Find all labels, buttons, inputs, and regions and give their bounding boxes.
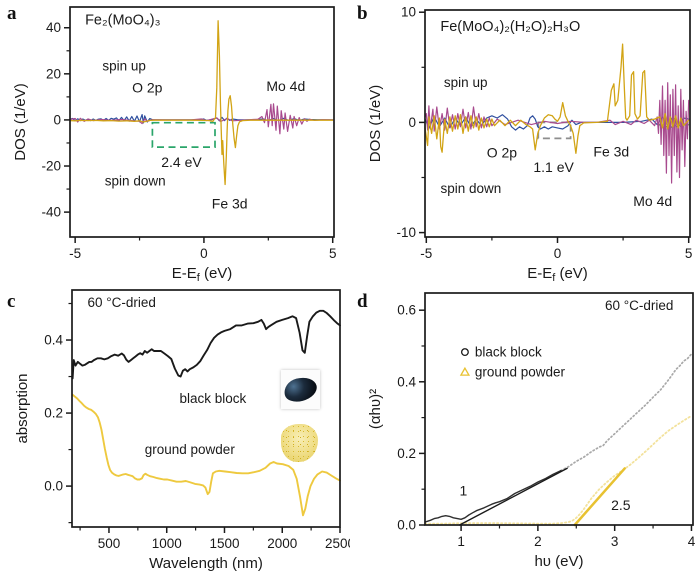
annotation-fe-3d: Fe 3d — [593, 144, 629, 160]
y-tick-label: 10 — [401, 5, 416, 20]
y-tick-label: 0.4 — [397, 374, 416, 389]
x-axis-label: E-Ef (eV) — [527, 265, 588, 284]
annotation-1: 1 — [460, 483, 468, 499]
ground-powder-photo — [281, 424, 318, 462]
band-gap-box — [537, 121, 572, 140]
annotation-spin-down: spin down — [441, 181, 502, 196]
tauc-plot-chart: 1 2 3 4 0.6 0.4 0.2 0.0 hυ (eV) (αhυ)² 60 °C-dried… — [367, 292, 696, 570]
panel-letter-b: b — [357, 3, 368, 24]
annotation-2-4-ev: 2.4 eV — [161, 154, 202, 170]
legend-label: black block — [475, 345, 542, 360]
annotation-fe-3d: Fe 3d — [212, 196, 248, 212]
y-tick-label: 0.0 — [44, 479, 63, 494]
annotation-spin-down: spin down — [105, 174, 166, 189]
annotation-60-c-dried: 60 °C-dried — [87, 295, 155, 310]
y-axis-label: DOS (1/eV) — [12, 83, 29, 161]
y-tick-label: -10 — [396, 225, 416, 240]
annotation-mo-4d: Mo 4d — [633, 193, 672, 209]
dos-chart-fe2moo43: -5 0 5 40 20 0 -20 -40 E-Ef (eV) DOS (1/eV) Fe₂(Mo… — [12, 6, 337, 284]
black-block-crystal — [281, 374, 320, 405]
annotation-mo-4d: Mo 4d — [266, 78, 305, 94]
legend-circle-marker — [460, 348, 469, 357]
x-tick-label: 500 — [98, 536, 121, 551]
series-black-block-tangent-eg-1-ev- — [458, 467, 568, 526]
x-tick-label: 1 — [457, 534, 465, 549]
x-tick-label: 0 — [200, 246, 208, 261]
panel-d: d 1 2 3 4 0.6 0.4 0.2 0.0 hυ (eV) (αhυ)² 60 °C-dri… — [350, 288, 700, 576]
x-tick-label: 2 — [534, 534, 542, 549]
y-tick-label: 0.2 — [44, 406, 63, 421]
annotation-60-c-dried: 60 °C-dried — [605, 298, 673, 313]
dos-chart-femoo42h2o2h3o: -5 0 5 10 0 -10 E-Ef (eV) DOS (1/eV) Fe(MoO₄)₂(H… — [367, 5, 693, 284]
black-block-photo — [281, 370, 320, 409]
y-tick-label: 0.6 — [397, 303, 416, 318]
panel-letter-c: c — [7, 291, 16, 312]
series-black-block-data — [424, 469, 562, 523]
series-fe-3d — [424, 43, 690, 154]
x-tick-label: 1000 — [152, 536, 182, 551]
y-tick-label: 0 — [408, 115, 416, 130]
y-axis-label: (αhυ)² — [367, 389, 384, 429]
y-tick-label: 20 — [46, 66, 61, 81]
annotation-fe-moo-: Fe₂(MoO₄)₃ — [85, 12, 161, 28]
series-ground-powder-tangent-eg-2-5-ev- — [573, 467, 626, 527]
annotation-fe-moo-h-o-h-o: Fe(MoO₄)₂(H₂O)₂H₃O — [440, 19, 580, 35]
series-ground-powder-data — [424, 414, 693, 525]
y-axis-label: DOS (1/eV) — [367, 85, 384, 163]
annotation-1-1-ev: 1.1 eV — [533, 159, 574, 175]
plot-frame — [69, 6, 335, 238]
panel-letter-d: d — [357, 291, 368, 312]
y-axis-label: absorption — [14, 373, 31, 443]
y-tick-label: 0.0 — [397, 518, 416, 533]
x-tick-label: 2000 — [267, 536, 297, 551]
annotation-black-block: black block — [180, 391, 247, 406]
x-axis-label: hυ (eV) — [534, 553, 583, 570]
y-tick-label: 40 — [46, 20, 61, 35]
x-axis-label: Wavelength (nm) — [149, 555, 263, 572]
annotation-o-2p: O 2p — [132, 79, 163, 95]
plot-frame — [424, 292, 694, 526]
panel-a: a -5 0 5 40 20 0 -20 -40 E-Ef (eV) DOS (1/eV) Fe₂(… — [0, 0, 350, 288]
band-gap-box — [151, 121, 216, 148]
x-tick-label: 5 — [329, 246, 337, 261]
y-tick-label: -20 — [41, 159, 61, 174]
annotation-spin-up: spin up — [444, 75, 488, 90]
annotation-spin-up: spin up — [102, 58, 146, 73]
plot-frame — [71, 289, 341, 528]
y-tick-label: 0.4 — [44, 333, 63, 348]
x-tick-label: 1500 — [209, 536, 239, 551]
legend-label: ground powder — [475, 365, 566, 380]
y-tick-label: 0.2 — [397, 446, 416, 461]
x-tick-label: -5 — [69, 246, 81, 261]
x-axis-label: E-Ef (eV) — [172, 265, 233, 284]
series-black-block — [71, 309, 341, 380]
x-tick-label: 5 — [685, 246, 693, 261]
panel-letter-a: a — [7, 3, 17, 24]
annotation-2-5: 2.5 — [611, 497, 631, 513]
x-tick-label: 4 — [688, 534, 696, 549]
x-tick-label: 0 — [554, 246, 562, 261]
annotation-ground-powder: ground powder — [145, 442, 236, 457]
series-ground-powder — [71, 393, 341, 517]
x-tick-label: 3 — [611, 534, 619, 549]
annotation-o-2p: O 2p — [487, 145, 518, 161]
series-black-block-data-high-energy — [560, 353, 693, 472]
series-mo-4d — [69, 103, 334, 135]
series-fe-3d — [69, 20, 334, 186]
legend-triangle-marker — [459, 366, 471, 376]
y-tick-label: 0 — [53, 112, 61, 127]
y-tick-label: -40 — [41, 205, 61, 220]
panel-b: b -5 0 5 10 0 -10 E-Ef (eV) DOS (1/eV) Fe(MoO₄)₂… — [350, 0, 700, 288]
x-tick-label: -5 — [420, 246, 432, 261]
